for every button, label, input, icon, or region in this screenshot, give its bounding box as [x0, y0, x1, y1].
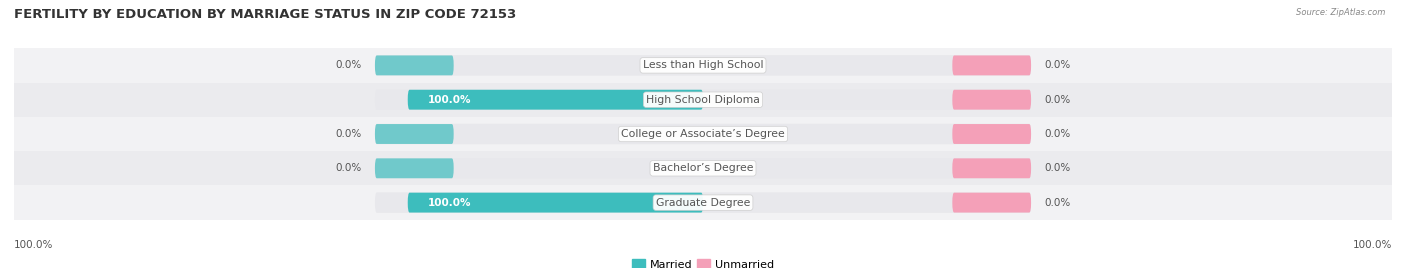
FancyBboxPatch shape: [408, 90, 703, 110]
Text: 0.0%: 0.0%: [1045, 60, 1070, 70]
FancyBboxPatch shape: [375, 192, 1031, 213]
Text: 0.0%: 0.0%: [336, 163, 361, 173]
Text: Less than High School: Less than High School: [643, 60, 763, 70]
FancyBboxPatch shape: [375, 55, 454, 75]
Text: 100.0%: 100.0%: [14, 240, 53, 250]
Text: 0.0%: 0.0%: [336, 60, 361, 70]
FancyBboxPatch shape: [952, 124, 1031, 144]
Text: 0.0%: 0.0%: [336, 129, 361, 139]
Text: 100.0%: 100.0%: [427, 95, 471, 105]
Text: 0.0%: 0.0%: [1045, 163, 1070, 173]
FancyBboxPatch shape: [375, 90, 1031, 110]
FancyBboxPatch shape: [375, 158, 454, 178]
Text: 0.0%: 0.0%: [1045, 129, 1070, 139]
FancyBboxPatch shape: [375, 124, 454, 144]
Bar: [14, 48, 1392, 83]
Text: 100.0%: 100.0%: [1353, 240, 1392, 250]
FancyBboxPatch shape: [952, 158, 1031, 178]
Text: College or Associate’s Degree: College or Associate’s Degree: [621, 129, 785, 139]
FancyBboxPatch shape: [375, 55, 1031, 76]
FancyBboxPatch shape: [375, 158, 1031, 178]
Text: FERTILITY BY EDUCATION BY MARRIAGE STATUS IN ZIP CODE 72153: FERTILITY BY EDUCATION BY MARRIAGE STATU…: [14, 8, 516, 21]
FancyBboxPatch shape: [375, 124, 1031, 144]
Text: Bachelor’s Degree: Bachelor’s Degree: [652, 163, 754, 173]
Text: Graduate Degree: Graduate Degree: [655, 198, 751, 208]
Legend: Married, Unmarried: Married, Unmarried: [627, 255, 779, 268]
FancyBboxPatch shape: [952, 55, 1031, 75]
Text: 0.0%: 0.0%: [1045, 198, 1070, 208]
Bar: [14, 185, 1392, 220]
Bar: [14, 117, 1392, 151]
Text: Source: ZipAtlas.com: Source: ZipAtlas.com: [1295, 8, 1385, 17]
FancyBboxPatch shape: [952, 193, 1031, 213]
Text: 100.0%: 100.0%: [427, 198, 471, 208]
FancyBboxPatch shape: [952, 90, 1031, 110]
Bar: [14, 83, 1392, 117]
Bar: [14, 151, 1392, 185]
FancyBboxPatch shape: [408, 193, 703, 213]
Text: High School Diploma: High School Diploma: [647, 95, 759, 105]
Text: 0.0%: 0.0%: [1045, 95, 1070, 105]
